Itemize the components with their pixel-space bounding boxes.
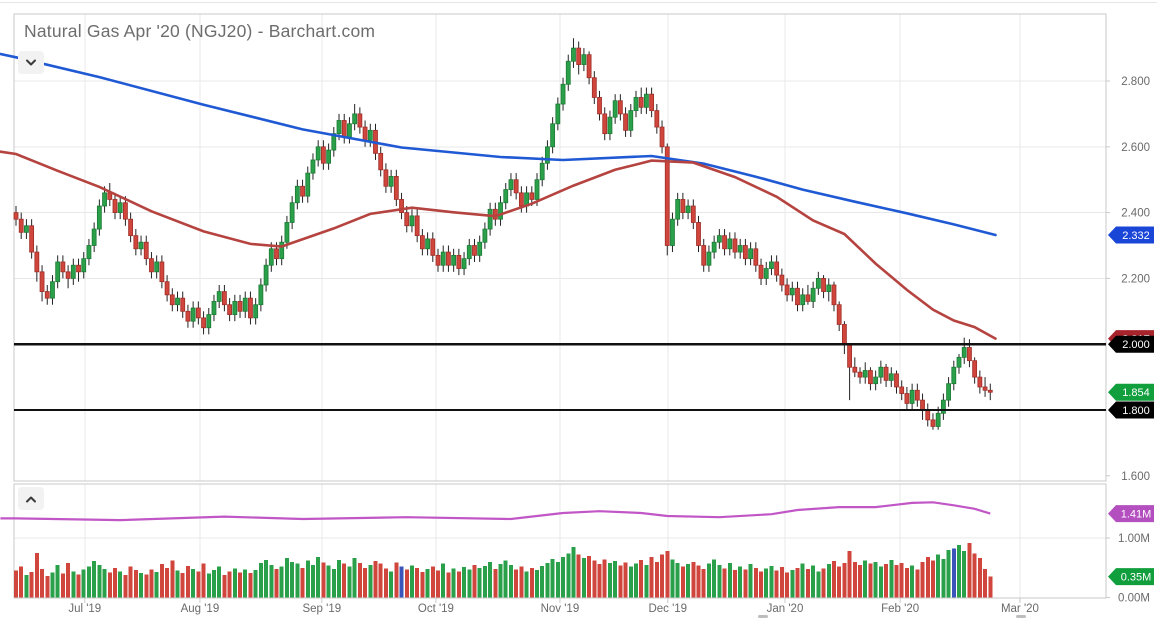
volume-pane-expand-button[interactable] bbox=[18, 487, 44, 510]
ma-blue-line bbox=[0, 52, 997, 237]
svg-text:1.600: 1.600 bbox=[1121, 471, 1150, 483]
svg-text:Nov '19: Nov '19 bbox=[541, 603, 580, 615]
axis-labels: 2.800 2.600 2.400 2.200 1.600 1.00M 0.00M Jul '… bbox=[68, 76, 1150, 615]
hline-2000-badge: 2.000 bbox=[1108, 335, 1154, 353]
grid-layer bbox=[14, 14, 1106, 598]
svg-text:Sep '19: Sep '19 bbox=[302, 603, 341, 615]
svg-text:Feb '20: Feb '20 bbox=[881, 603, 919, 615]
svg-text:2.000: 2.000 bbox=[1122, 339, 1150, 351]
price-pane-collapse-button[interactable] bbox=[18, 51, 44, 74]
svg-text:0.00M: 0.00M bbox=[1118, 593, 1150, 605]
svg-text:1.41M: 1.41M bbox=[1121, 509, 1152, 521]
svg-text:2.400: 2.400 bbox=[1121, 208, 1150, 220]
svg-text:0.35M: 0.35M bbox=[1121, 572, 1152, 584]
svg-text:1.800: 1.800 bbox=[1122, 405, 1150, 417]
volume-ma-badge: 1.41M bbox=[1108, 505, 1154, 523]
volume-ma-line bbox=[0, 501, 991, 522]
svg-text:Dec '19: Dec '19 bbox=[648, 603, 687, 615]
svg-text:2.200: 2.200 bbox=[1121, 273, 1150, 285]
svg-text:2.600: 2.600 bbox=[1121, 142, 1150, 154]
svg-text:2.800: 2.800 bbox=[1121, 76, 1150, 88]
svg-text:Oct '19: Oct '19 bbox=[418, 603, 454, 615]
candlestick-layer[interactable] bbox=[13, 38, 993, 430]
svg-text:Mar '20: Mar '20 bbox=[1001, 603, 1039, 615]
svg-text:Jan '20: Jan '20 bbox=[767, 603, 804, 615]
svg-text:1.854: 1.854 bbox=[1122, 387, 1150, 399]
last-price-badge: 1.854 bbox=[1108, 383, 1154, 401]
last-volume-badge: 0.35M bbox=[1108, 568, 1154, 586]
chevron-down-icon bbox=[26, 59, 36, 65]
svg-text:2.332: 2.332 bbox=[1122, 230, 1150, 242]
chevron-up-icon bbox=[26, 496, 36, 502]
time-scrollbar-handle[interactable] bbox=[758, 615, 768, 618]
volume-layer[interactable] bbox=[14, 542, 993, 598]
svg-text:Jul '19: Jul '19 bbox=[68, 603, 101, 615]
ma-red-line bbox=[0, 150, 997, 340]
ma-blue-value-badge: 2.332 bbox=[1108, 226, 1154, 244]
time-scrollbar-handle[interactable] bbox=[1016, 615, 1026, 618]
hline-1800-badge: 1.800 bbox=[1108, 401, 1154, 419]
chart-title: Natural Gas Apr '20 (NGJ20) - Barchart.c… bbox=[24, 21, 376, 41]
svg-text:Aug '19: Aug '19 bbox=[181, 603, 220, 615]
svg-text:1.00M: 1.00M bbox=[1118, 533, 1150, 545]
